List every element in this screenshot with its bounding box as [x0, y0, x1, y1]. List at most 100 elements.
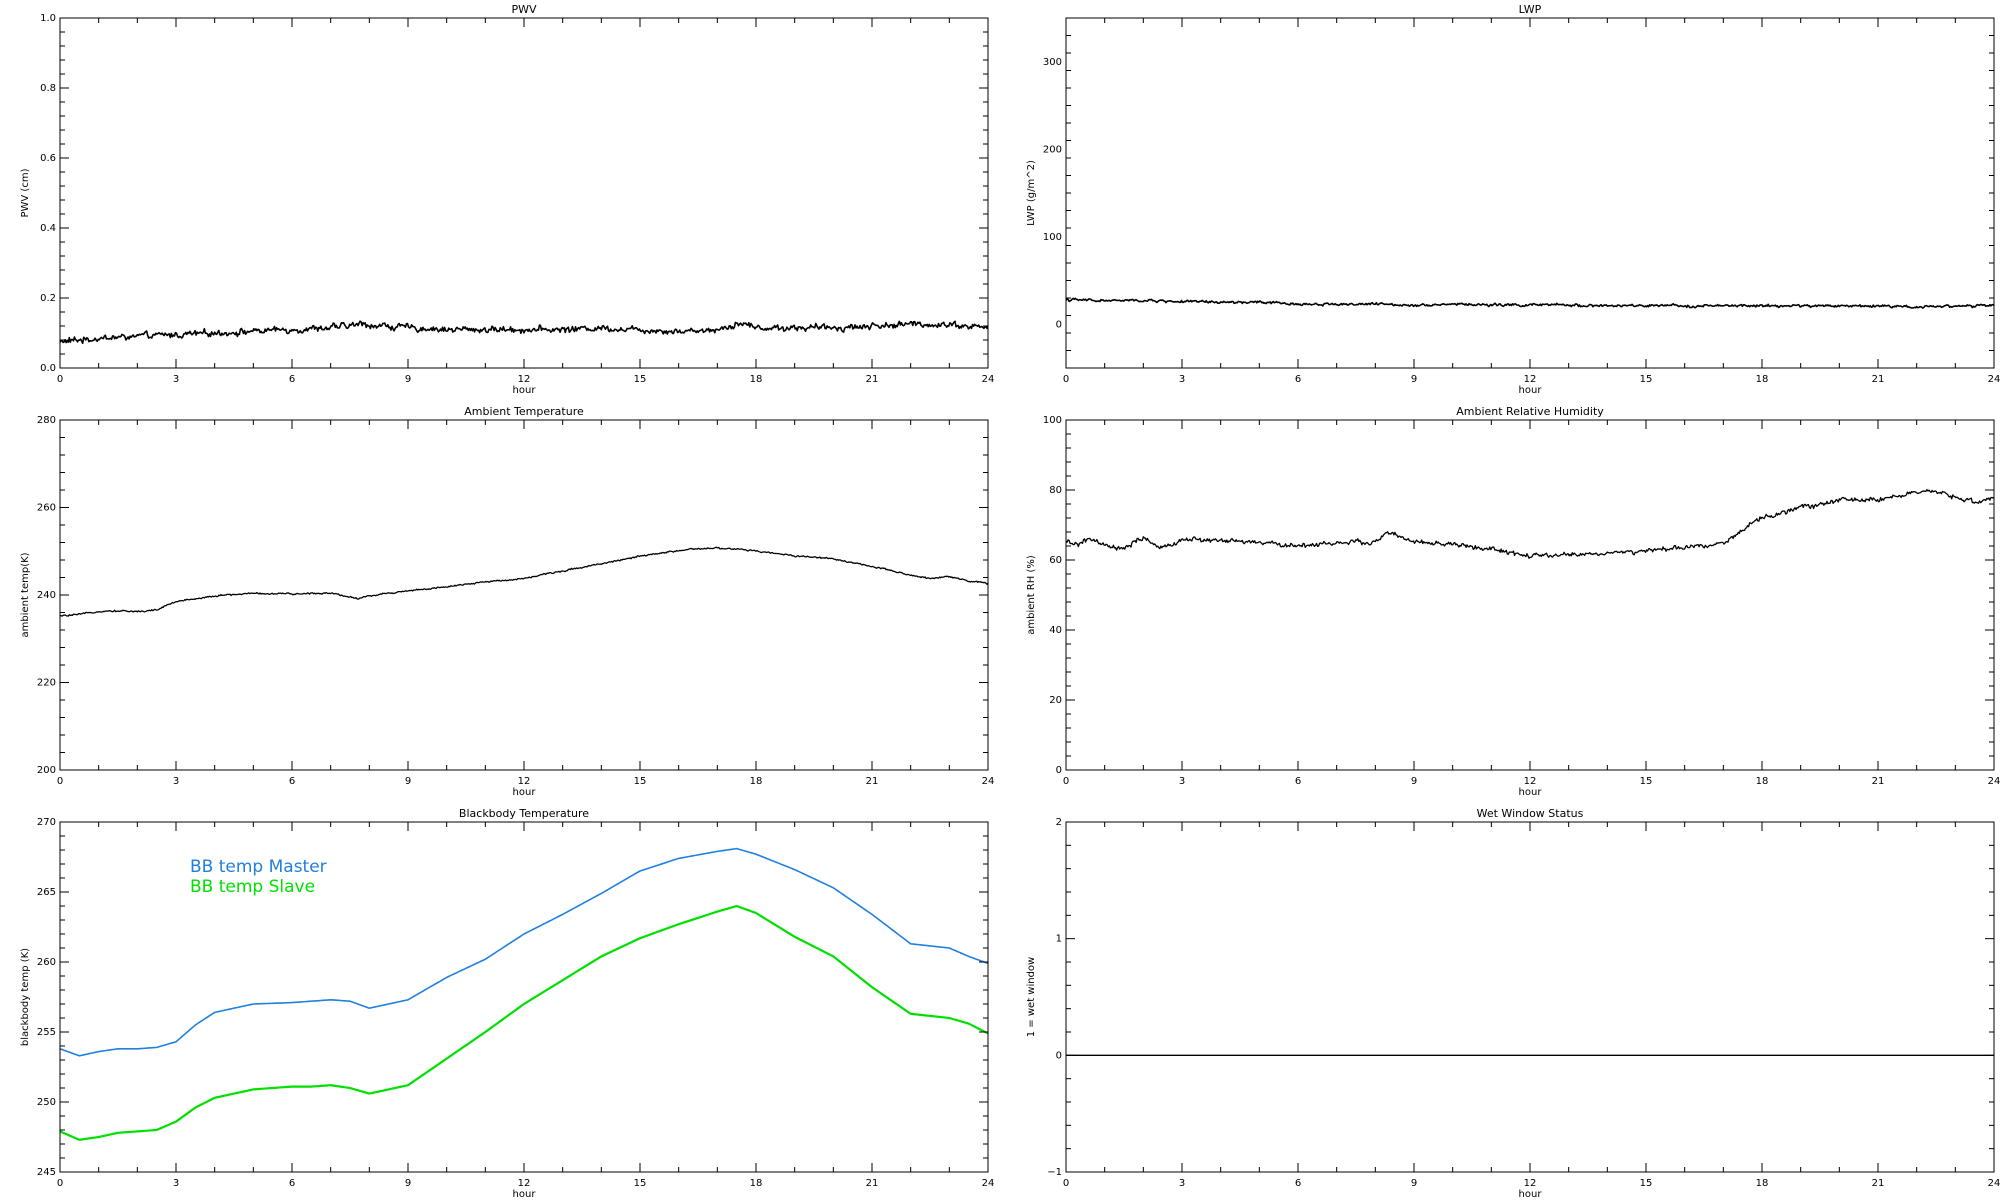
y-axis-label: blackbody temp (K): [20, 948, 31, 1046]
x-tick-label: 0: [1063, 374, 1069, 385]
plot-frame: [59, 17, 989, 369]
plot-frame: [1065, 821, 1995, 1173]
chart-title: PWV: [511, 3, 537, 16]
y-tick-label: 0.2: [40, 293, 56, 304]
chart-title: Blackbody Temperature: [459, 807, 589, 820]
y-tick-label: 280: [37, 415, 56, 426]
x-tick-label: 24: [982, 776, 995, 787]
y-axis-label: ambient RH (%): [1026, 555, 1037, 635]
chart-title: Ambient Temperature: [464, 405, 584, 418]
x-axis-label: hour: [513, 787, 537, 798]
x-axis-label: hour: [513, 1189, 537, 1200]
chart-panel-3: 0 3 6 9 12 15 18 21 24 0 20 40 60 80 100 Ambient Relati…: [1026, 405, 2000, 798]
y-tick-label: 0: [1056, 319, 1062, 330]
x-tick-label: 0: [57, 776, 63, 787]
y-tick-label: 240: [37, 590, 56, 601]
x-tick-label: 0: [1063, 1178, 1069, 1189]
y-tick-label: 100: [1043, 232, 1062, 243]
y-tick-label: 20: [1049, 695, 1062, 706]
x-tick-label: 6: [289, 1178, 295, 1189]
x-tick-label: 18: [1756, 1178, 1769, 1189]
chart-panel-4: 0 3 6 9 12 15 18 21 24 245 250 255 260 265 270 Blackbod…: [20, 807, 994, 1200]
y-tick-label: 60: [1049, 555, 1062, 566]
y-tick-label: 0: [1056, 1050, 1062, 1061]
y-tick-label: 100: [1043, 415, 1062, 426]
chart-panel-2: 0 3 6 9 12 15 18 21 24 200 220 240 260 280 Ambient Tem…: [20, 405, 994, 798]
chart-title: Ambient Relative Humidity: [1456, 405, 1604, 418]
x-tick-label: 12: [1524, 776, 1537, 787]
x-tick-label: 18: [750, 1178, 763, 1189]
x-tick-label: 9: [1411, 374, 1417, 385]
x-tick-label: 3: [1179, 776, 1185, 787]
series-line-4-1: [60, 904, 988, 1141]
y-tick-label: 40: [1049, 625, 1062, 636]
x-tick-label: 15: [634, 776, 647, 787]
y-tick-label: 200: [37, 765, 56, 776]
x-tick-label: 6: [289, 776, 295, 787]
series-line-3-0: [1066, 488, 1994, 559]
series-line-2-0: [60, 546, 988, 617]
x-tick-label: 12: [1524, 1178, 1537, 1189]
x-axis-label: hour: [1519, 1189, 1543, 1200]
y-tick-label: 220: [37, 678, 56, 689]
x-tick-label: 3: [1179, 374, 1185, 385]
x-tick-label: 21: [866, 1178, 879, 1189]
y-tick-label: 1.0: [40, 13, 56, 24]
y-axis-label: PWV (cm): [20, 168, 31, 217]
x-tick-label: 3: [173, 776, 179, 787]
series-line-4-0: [60, 847, 988, 1057]
y-tick-label: 0.0: [40, 363, 56, 374]
x-tick-label: 15: [1640, 1178, 1653, 1189]
x-tick-label: 15: [1640, 374, 1653, 385]
y-tick-label: 250: [37, 1097, 56, 1108]
x-tick-label: 24: [1988, 1178, 2000, 1189]
y-tick-label: 265: [37, 887, 56, 898]
x-tick-label: 15: [634, 374, 647, 385]
x-tick-label: 18: [750, 776, 763, 787]
x-axis-label: hour: [513, 385, 537, 396]
y-tick-label: 1: [1056, 934, 1062, 945]
x-tick-label: 9: [405, 374, 411, 385]
x-axis-label: hour: [1519, 787, 1543, 798]
x-tick-label: 24: [982, 374, 995, 385]
x-tick-label: 0: [57, 374, 63, 385]
x-tick-label: 6: [289, 374, 295, 385]
y-tick-label: 0.4: [40, 223, 56, 234]
x-tick-label: 21: [866, 776, 879, 787]
plot-frame: [1065, 419, 1995, 771]
series-line-0-0: [60, 320, 988, 345]
y-tick-label: −1: [1047, 1167, 1062, 1178]
x-tick-label: 12: [518, 1178, 531, 1189]
y-tick-label: 200: [1043, 144, 1062, 155]
x-tick-label: 0: [1063, 776, 1069, 787]
x-tick-label: 15: [634, 1178, 647, 1189]
x-tick-label: 24: [1988, 776, 2000, 787]
y-axis-label: LWP (g/m^2): [1026, 160, 1037, 226]
x-tick-label: 15: [1640, 776, 1653, 787]
x-tick-label: 3: [173, 1178, 179, 1189]
x-tick-label: 3: [1179, 1178, 1185, 1189]
x-tick-label: 18: [750, 374, 763, 385]
y-tick-label: 260: [37, 503, 56, 514]
y-tick-label: 0.6: [40, 153, 56, 164]
y-axis-label: ambient temp(K): [20, 552, 31, 637]
chart-panel-1: 0 3 6 9 12 15 18 21 24 0 100 200 300 LWP hour LWP (g/m^…: [1026, 3, 2000, 396]
plot-frame: [59, 419, 989, 771]
y-tick-label: 270: [37, 817, 56, 828]
x-tick-label: 9: [405, 776, 411, 787]
x-tick-label: 6: [1295, 1178, 1301, 1189]
y-tick-label: 2: [1056, 817, 1062, 828]
x-tick-label: 0: [57, 1178, 63, 1189]
x-tick-label: 21: [1872, 374, 1885, 385]
y-axis-label: 1 = wet window: [1026, 957, 1037, 1037]
x-tick-label: 6: [1295, 374, 1301, 385]
chart-title: Wet Window Status: [1477, 807, 1584, 820]
y-tick-label: 260: [37, 957, 56, 968]
y-tick-label: 0.8: [40, 83, 56, 94]
y-tick-label: 300: [1043, 57, 1062, 68]
chart-panel-0: 0 3 6 9 12 15 18 21 24 0.0 0.2 0.4 0.6 0.8 1.0 PWV hour P…: [20, 3, 994, 396]
y-tick-label: 255: [37, 1027, 56, 1038]
x-tick-label: 18: [1756, 374, 1769, 385]
